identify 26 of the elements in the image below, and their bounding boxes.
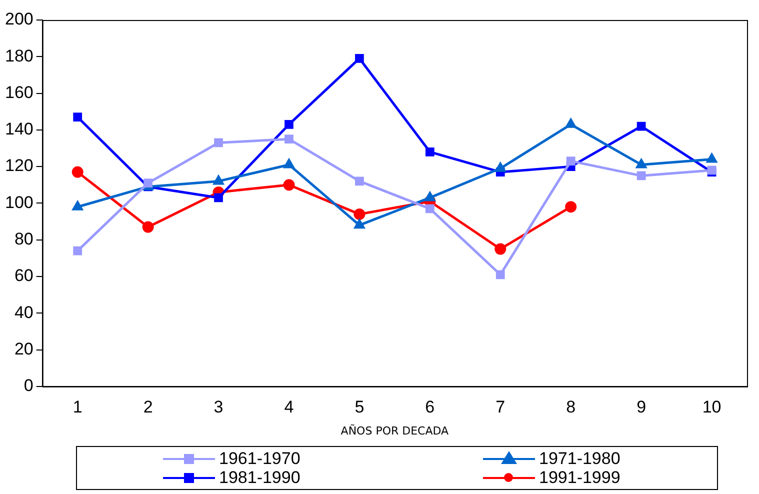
y-tick-label: 60: [14, 266, 34, 286]
x-tick-label: 10: [702, 397, 722, 416]
y-tick-label: 80: [14, 230, 34, 249]
y-tick-label: 140: [4, 120, 34, 139]
x-tick-label: 1: [72, 397, 82, 416]
y-tick-label: 100: [4, 192, 34, 212]
x-tick-label: 9: [636, 397, 646, 416]
x-tick-label: 4: [284, 397, 294, 416]
legend-label: 1991-1999: [539, 468, 620, 487]
x-tick-label: 5: [354, 397, 364, 416]
x-tick-label: 6: [425, 397, 435, 416]
y-tick-label: 0: [24, 376, 34, 396]
y-tick-label: 200: [4, 10, 34, 29]
y-tick-label: 40: [14, 302, 34, 322]
legend-label: 1961-1970: [219, 449, 300, 468]
x-tick-label: 2: [143, 397, 153, 416]
x-tick-label: 7: [496, 397, 506, 416]
legend-label: 1971-1980: [539, 449, 620, 468]
x-tick-label: 8: [566, 397, 576, 416]
y-tick-label: 160: [4, 82, 34, 102]
x-tick-label: 3: [214, 397, 224, 416]
y-tick-label: 20: [14, 339, 34, 358]
y-tick-label: 120: [4, 156, 34, 176]
y-tick-label: 180: [4, 46, 34, 66]
legend-label: 1981-1990: [219, 468, 300, 487]
x-axis-title: AÑOS POR DECADA: [340, 423, 450, 438]
